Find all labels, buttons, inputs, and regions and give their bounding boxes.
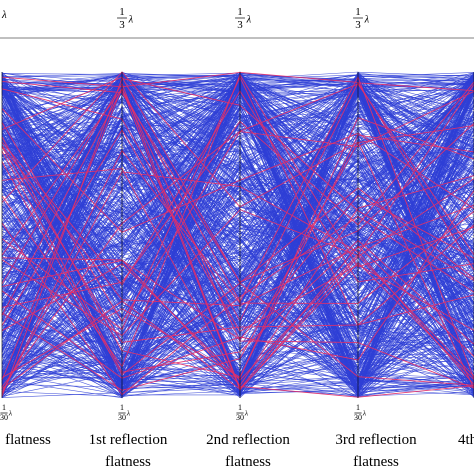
axis-2-top-tick: 13 λ	[235, 6, 252, 31]
axis-0-bottom-tick: 130 λ	[0, 403, 13, 422]
svg-text:30: 30	[354, 413, 362, 422]
svg-text:λ: λ	[244, 409, 249, 418]
axis-0-title-line-1: flatness	[5, 432, 51, 448]
svg-text:30: 30	[118, 413, 126, 422]
svg-text:λ: λ	[128, 15, 134, 26]
svg-text:1: 1	[120, 403, 124, 412]
svg-text:1: 1	[119, 6, 125, 18]
svg-text:30: 30	[0, 413, 8, 422]
axis-3-top-tick: 13 λ	[353, 6, 370, 31]
svg-text:1: 1	[237, 6, 243, 18]
series-0	[1, 71, 474, 399]
svg-text:3: 3	[237, 19, 243, 31]
axis-1-top-tick: 13 λ	[117, 6, 134, 31]
axes-group	[1, 72, 474, 398]
axis-0-top-tick: λ	[1, 9, 7, 21]
svg-text:λ: λ	[364, 15, 370, 26]
axis-1-title-line-1: flatness	[105, 454, 151, 470]
axis-3-title-line-1: flatness	[353, 454, 399, 470]
svg-text:λ: λ	[246, 15, 252, 26]
axis-4-title-line-0: 4th	[458, 432, 474, 448]
svg-text:1: 1	[2, 403, 6, 412]
axis-2-bottom-tick: 130 λ	[236, 403, 249, 422]
svg-text:1: 1	[356, 403, 360, 412]
axis-3-bottom-tick: 130 λ	[354, 403, 367, 422]
svg-text:3: 3	[355, 19, 361, 31]
polylines-group	[1, 71, 474, 399]
axis-3-title-line-0: 3rd reflection	[335, 432, 417, 448]
svg-text:1: 1	[238, 403, 242, 412]
svg-text:30: 30	[236, 413, 244, 422]
axis-2-title-line-1: flatness	[225, 454, 271, 470]
axis-1-bottom-tick: 130 λ	[118, 403, 131, 422]
svg-text:λ: λ	[8, 409, 13, 418]
svg-text:1: 1	[355, 6, 361, 18]
axis-2-title-line-0: 2nd reflection	[206, 432, 290, 448]
axis-1-title-line-0: 1st reflection	[89, 432, 168, 448]
svg-text:λ: λ	[362, 409, 367, 418]
svg-text:λ: λ	[126, 409, 131, 418]
svg-text:3: 3	[119, 19, 125, 31]
